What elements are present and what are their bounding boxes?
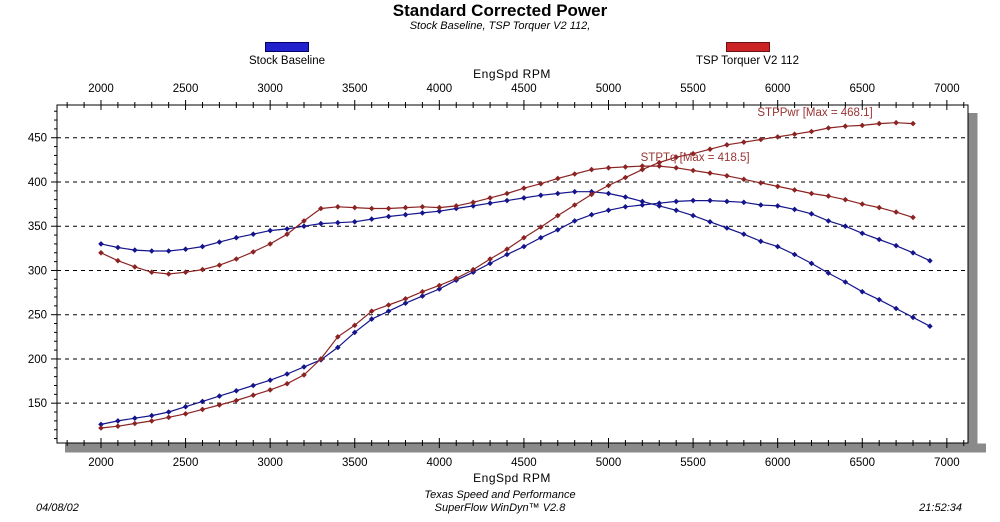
x-tick-label-bottom-2500: 2500 <box>173 457 199 469</box>
x-tick-label-bottom-4500: 4500 <box>511 457 537 469</box>
legend-swatch-blue-icon <box>265 42 309 52</box>
time-stamp: 21:52:34 <box>919 502 962 514</box>
page-title: Standard Corrected Power <box>392 1 608 20</box>
footer-software-name: SuperFlow WinDyn™ V2.8 <box>434 502 566 514</box>
annotation-stppwr: STPPwr [Max = 468.1] <box>757 107 872 119</box>
x-tick-label-top-4000: 4000 <box>427 83 453 95</box>
y-tick-label-400: 400 <box>28 177 47 189</box>
x-tick-label-top-5500: 5500 <box>680 83 706 95</box>
x-tick-label-bottom-6000: 6000 <box>765 457 791 469</box>
series-line-stock-baseline-stppwr <box>100 200 931 425</box>
x-tick-label-top-3500: 3500 <box>342 83 368 95</box>
legend-label-stock-baseline: Stock Baseline <box>248 55 326 67</box>
y-tick-label-150: 150 <box>28 398 47 410</box>
x-tick-label-top-5000: 5000 <box>596 83 622 95</box>
series-line-stock-baseline-stptq <box>100 191 931 327</box>
x-tick-label-bottom-4000: 4000 <box>427 457 453 469</box>
x-axis-title-top: EngSpd RPM <box>473 67 551 81</box>
x-tick-label-bottom-2000: 2000 <box>88 457 114 469</box>
x-tick-label-top-2500: 2500 <box>173 83 199 95</box>
x-tick-label-bottom-5500: 5500 <box>680 457 706 469</box>
legend-swatch-red-icon <box>725 42 770 52</box>
legend-item-tsp-torquer: TSP Torquer V2 112 <box>665 42 830 67</box>
x-tick-label-bottom-5000: 5000 <box>596 457 622 469</box>
x-tick-label-bottom-6500: 6500 <box>849 457 875 469</box>
annotation-stptq: STPTq [Max = 418.5] <box>641 152 750 164</box>
legend-item-stock-baseline: Stock Baseline <box>229 42 345 67</box>
y-tick-label-300: 300 <box>28 265 47 277</box>
x-axis-title-bottom: EngSpd RPM <box>473 471 551 485</box>
date-stamp: 04/08/02 <box>36 502 79 514</box>
x-tick-label-bottom-3500: 3500 <box>342 457 368 469</box>
x-tick-label-top-6000: 6000 <box>765 83 791 95</box>
plot-frame <box>56 104 969 444</box>
x-tick-label-top-3000: 3000 <box>257 83 283 95</box>
x-tick-label-top-7000: 7000 <box>934 83 960 95</box>
plot-shadow-right <box>968 113 978 452</box>
y-tick-label-250: 250 <box>28 310 47 322</box>
x-tick-label-bottom-7000: 7000 <box>934 457 960 469</box>
y-tick-label-200: 200 <box>28 354 47 366</box>
x-tick-label-top-2000: 2000 <box>88 83 114 95</box>
plot-shadow-bottom <box>65 443 986 453</box>
x-tick-label-top-4500: 4500 <box>511 83 537 95</box>
y-tick-label-350: 350 <box>28 221 47 233</box>
footer-shop-name: Texas Speed and Performance <box>424 489 576 501</box>
legend-label-tsp-torquer: TSP Torquer V2 112 <box>696 55 799 67</box>
y-tick-label-450: 450 <box>28 133 47 145</box>
page-subtitle: Stock Baseline, TSP Torquer V2 112, <box>409 20 591 32</box>
x-tick-label-top-6500: 6500 <box>849 83 875 95</box>
x-tick-label-bottom-3000: 3000 <box>257 457 283 469</box>
